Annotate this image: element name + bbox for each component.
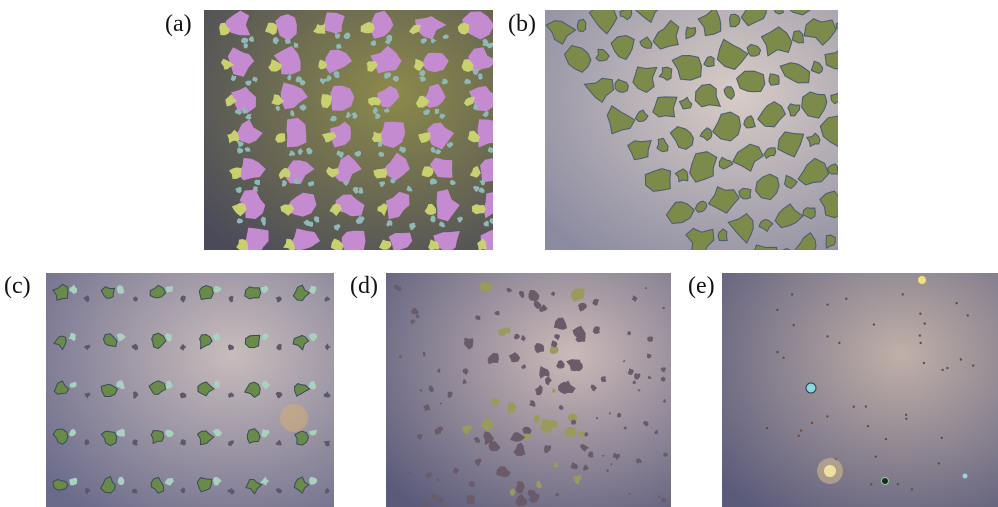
texture (911, 488, 913, 490)
micrograph (204, 10, 493, 250)
texture (865, 405, 867, 407)
texture (766, 427, 768, 429)
texture (870, 483, 872, 485)
texture (838, 342, 840, 344)
texture (923, 322, 925, 324)
texture (776, 351, 778, 353)
micrograph (722, 273, 998, 507)
texture (199, 286, 213, 300)
texture (46, 273, 334, 507)
texture (941, 369, 943, 371)
texture (280, 404, 308, 432)
texture (737, 71, 765, 92)
texture (811, 422, 813, 424)
texture (963, 474, 968, 479)
texture (875, 455, 877, 457)
texture (897, 483, 899, 485)
texture (769, 74, 779, 85)
texture (800, 429, 802, 431)
texture (798, 435, 800, 437)
texture (53, 480, 68, 491)
texture (342, 231, 366, 250)
texture (151, 431, 164, 444)
texture (826, 303, 828, 305)
texture (601, 376, 607, 382)
texture (782, 357, 784, 359)
texture (902, 293, 904, 295)
texture (967, 314, 969, 316)
texture (435, 109, 440, 115)
texture (245, 287, 261, 299)
texture (826, 415, 828, 417)
texture (955, 302, 957, 304)
texture (938, 462, 940, 464)
texture (466, 495, 475, 504)
texture (873, 323, 875, 325)
texture (776, 309, 778, 311)
texture (806, 383, 816, 393)
panel-label: (d) (350, 274, 378, 298)
panel-label: (e) (688, 274, 715, 298)
micrograph (545, 10, 838, 250)
texture (919, 334, 921, 336)
figure: (a) (b) (c) (d) (e) (0, 0, 998, 507)
texture (478, 74, 483, 80)
texture (867, 425, 869, 427)
texture (386, 273, 671, 507)
micrograph (386, 273, 671, 507)
panel-label: (b) (508, 12, 536, 36)
texture (245, 335, 259, 347)
panel-label: (a) (165, 12, 192, 36)
texture (472, 204, 486, 214)
texture (791, 293, 793, 295)
texture (919, 313, 921, 315)
texture (920, 342, 922, 344)
texture (882, 478, 889, 485)
texture (941, 437, 943, 439)
texture (853, 405, 855, 407)
texture (826, 335, 828, 337)
texture (885, 438, 887, 440)
texture (918, 276, 926, 284)
texture (905, 414, 907, 416)
texture (824, 465, 836, 477)
texture (923, 362, 925, 364)
texture (577, 19, 586, 31)
texture (972, 364, 974, 366)
texture (722, 273, 998, 507)
texture (905, 418, 907, 420)
panel-label: (c) (4, 274, 31, 298)
texture (739, 188, 751, 199)
texture (845, 298, 847, 300)
texture (792, 324, 794, 326)
texture (960, 358, 962, 360)
texture (946, 367, 948, 369)
micrograph (46, 273, 334, 507)
